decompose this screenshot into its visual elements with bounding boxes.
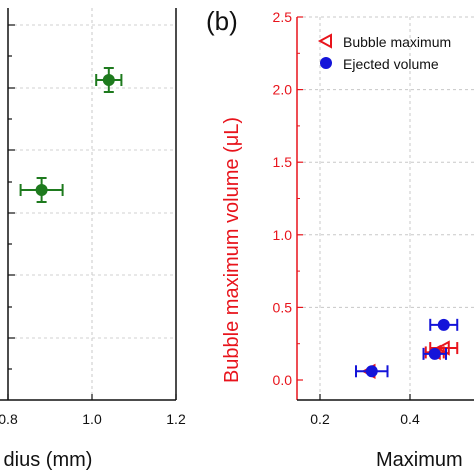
y-axis-title: Bubble maximum volume (μL) bbox=[221, 117, 243, 383]
legend-label: Ejected volume bbox=[343, 56, 439, 72]
y-tick-label: 2.5 bbox=[273, 9, 293, 25]
ejected-volume-point bbox=[428, 347, 441, 360]
bubble-maximum-point bbox=[435, 340, 450, 356]
legend-marker-bubble-maximum bbox=[317, 33, 332, 49]
x-axis-title: Maximum bbox=[376, 449, 463, 471]
ejected-volume-point bbox=[437, 318, 450, 331]
y-tick-label: 0.0 bbox=[273, 372, 293, 388]
y-tick-label: 0.5 bbox=[273, 299, 293, 315]
legend-label: Bubble maximum bbox=[343, 34, 451, 50]
panel-a-plot: 0.8 1.0 1.2 dius (mm) bbox=[0, 8, 186, 471]
x-axis-title: dius (mm) bbox=[4, 449, 93, 471]
data-point bbox=[35, 184, 48, 196]
legend: Bubble maximum Ejected volume bbox=[317, 33, 451, 72]
y-tick-label: 1.5 bbox=[273, 154, 293, 170]
y-tick-label: 2.0 bbox=[273, 82, 293, 98]
x-tick-label: 1.2 bbox=[166, 411, 186, 427]
panel-b-plot: 0.0 0.5 1.0 1.5 2.0 2.5 0.2 0.4 Maximum Bubble ma… bbox=[221, 9, 474, 471]
x-tick-label: 1.0 bbox=[82, 411, 102, 427]
x-tick-label: 0.4 bbox=[400, 411, 420, 427]
ejected-volume-point bbox=[365, 365, 378, 378]
x-tick-label: 0.8 bbox=[0, 411, 18, 427]
x-tick-label: 0.2 bbox=[310, 411, 330, 427]
y-tick-label: 1.0 bbox=[273, 227, 293, 243]
legend-marker-ejected-volume bbox=[320, 57, 332, 69]
data-point bbox=[102, 74, 115, 86]
panel-label: (b) bbox=[206, 6, 238, 36]
